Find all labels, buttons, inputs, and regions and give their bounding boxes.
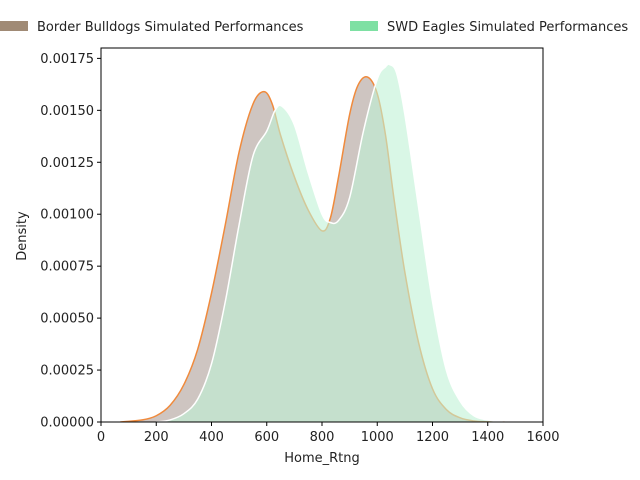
x-tick-label: 600 xyxy=(254,430,279,445)
y-tick-label: 0.00000 xyxy=(40,416,94,431)
y-tick-label: 0.00075 xyxy=(40,260,94,275)
x-tick-label: 200 xyxy=(144,430,169,445)
x-tick-label: 800 xyxy=(310,430,335,445)
legend-swatch-series-2 xyxy=(350,21,378,31)
x-tick-label: 0 xyxy=(97,430,105,445)
y-tick-label: 0.00025 xyxy=(40,364,94,379)
legend-label-series-1: Border Bulldogs Simulated Performances xyxy=(37,20,304,35)
x-axis-label: Home_Rtng xyxy=(284,451,360,466)
y-tick-label: 0.00050 xyxy=(40,312,94,327)
density-area-series-2 xyxy=(156,64,505,422)
y-tick-label: 0.00150 xyxy=(40,104,94,119)
density-line-series-2 xyxy=(156,63,505,422)
x-tick-label: 1000 xyxy=(361,430,394,445)
y-axis-label: Density xyxy=(15,211,30,261)
legend-label-series-2: SWD Eagles Simulated Performances xyxy=(387,20,628,35)
x-tick-label: 400 xyxy=(199,430,224,445)
legend: Border Bulldogs Simulated Performances SW… xyxy=(0,20,628,35)
y-tick-label: 0.00125 xyxy=(40,156,94,171)
x-tick-label: 1400 xyxy=(471,430,504,445)
y-tick-label: 0.00100 xyxy=(40,208,94,223)
x-tick-label: 1600 xyxy=(526,430,559,445)
axes: 0 200 400 600 800 1000 1200 1400 1600 0.00000 0.00… xyxy=(40,47,560,445)
legend-swatch-series-1 xyxy=(0,21,28,31)
plot-area xyxy=(120,63,505,422)
x-tick-label: 1200 xyxy=(416,430,449,445)
y-tick-label: 0.00175 xyxy=(40,52,94,67)
